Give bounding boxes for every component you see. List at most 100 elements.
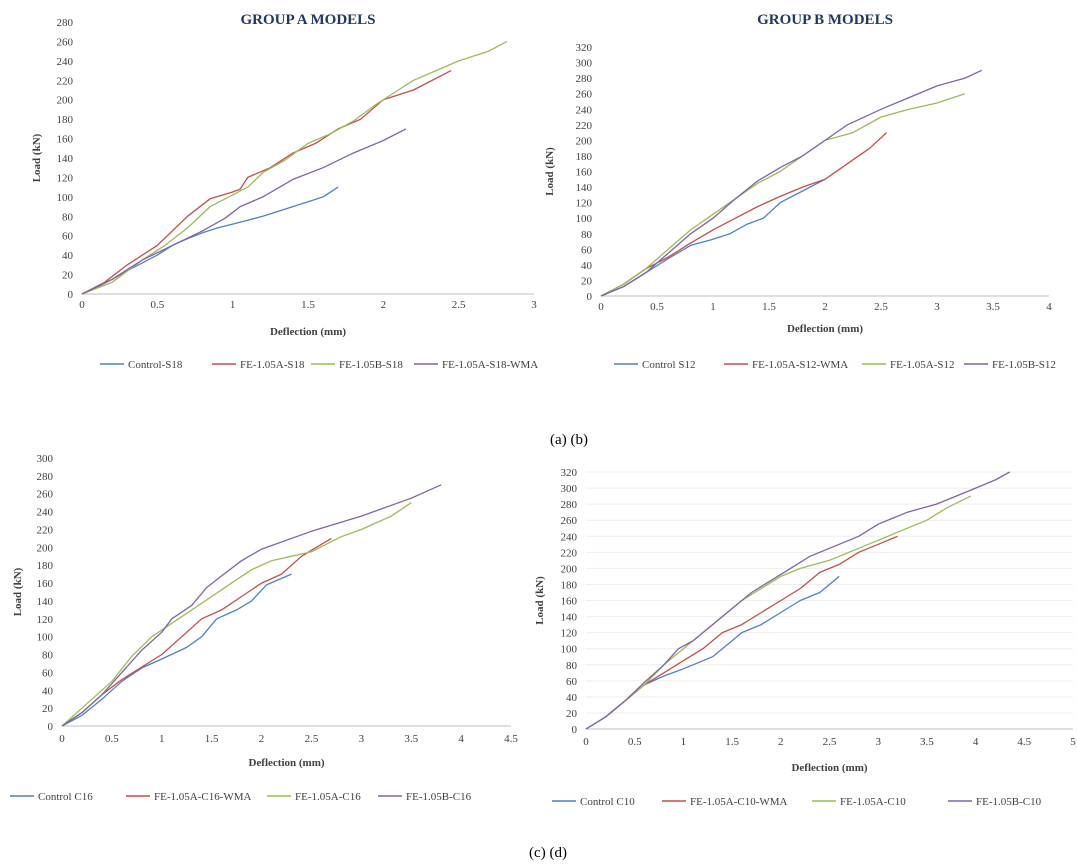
x-tick-label: 3 — [934, 301, 940, 313]
x-tick-label: 1 — [710, 301, 716, 313]
y-tick-label: 200 — [57, 95, 74, 107]
chart-group-a: GROUP A MODELS02040608010012014016018020… — [31, 12, 538, 371]
y-tick-label: 260 — [576, 89, 593, 101]
x-tick-label: 0.5 — [105, 733, 119, 745]
y-tick-label: 200 — [37, 542, 54, 554]
y-tick-label: 240 — [576, 104, 593, 116]
y-tick-label: 120 — [37, 614, 54, 626]
x-tick-label: 0 — [59, 733, 65, 745]
series-line-2 — [61, 537, 332, 727]
x-tick-label: 2 — [259, 733, 265, 745]
y-tick-label: 280 — [561, 499, 578, 511]
y-tick-label: 140 — [37, 596, 54, 608]
x-tick-label: 0.5 — [650, 301, 664, 313]
y-tick-label: 240 — [37, 507, 54, 519]
y-tick-label: 180 — [561, 579, 578, 591]
x-tick-label: 4.5 — [1017, 736, 1031, 748]
series-line-4 — [61, 484, 442, 727]
y-tick-label: 160 — [37, 578, 54, 590]
chart-title: GROUP B MODELS — [757, 12, 893, 28]
y-axis-label: Load (kN) — [12, 567, 24, 616]
y-tick-label: 320 — [561, 467, 578, 479]
y-tick-label: 0 — [572, 724, 578, 736]
x-tick-label: 2.5 — [874, 301, 888, 313]
series-line-1 — [585, 575, 840, 730]
legend-label: Control S12 — [642, 359, 695, 371]
legend-label: FE-1.05B-C10 — [976, 796, 1042, 808]
x-tick-label: 2.5 — [452, 299, 466, 311]
legend-label: FE-1.05B-S18 — [339, 359, 403, 371]
x-axis-label: Deflection (mm) — [791, 762, 867, 774]
y-tick-label: 100 — [37, 632, 54, 644]
y-tick-label: 280 — [576, 73, 593, 85]
x-tick-label: 5 — [1070, 736, 1076, 748]
chart-group-d: 0204060801001201401601802002202402602803… — [534, 467, 1076, 808]
y-tick-label: 40 — [62, 250, 74, 262]
y-tick-label: 260 — [37, 489, 54, 501]
x-tick-label: 2 — [822, 301, 828, 313]
y-tick-label: 0 — [587, 291, 593, 303]
chart-group-c: 0204060801001201401601802002202402602803… — [10, 453, 518, 803]
x-tick-label: 1.5 — [301, 299, 315, 311]
x-tick-label: 3.5 — [404, 733, 418, 745]
legend-label: Control-S18 — [128, 359, 183, 371]
x-tick-label: 1 — [681, 736, 687, 748]
x-tick-label: 3.5 — [920, 736, 934, 748]
x-tick-label: 2 — [381, 299, 387, 311]
y-tick-label: 100 — [57, 192, 74, 204]
y-tick-label: 60 — [42, 667, 54, 679]
y-tick-label: 320 — [576, 42, 593, 54]
legend-label: FE-1.05A-C10-WMA — [690, 796, 788, 808]
y-tick-label: 120 — [576, 198, 593, 210]
series-line-3 — [600, 93, 966, 297]
y-tick-label: 140 — [57, 153, 74, 165]
y-tick-label: 20 — [62, 270, 74, 282]
x-tick-label: 1.5 — [762, 301, 776, 313]
x-tick-label: 1.5 — [725, 736, 739, 748]
x-tick-label: 2.5 — [823, 736, 837, 748]
series-line-3 — [61, 502, 412, 727]
series-line-1 — [61, 573, 292, 727]
series-line-2 — [600, 132, 888, 297]
caption-ab: (a) (b) — [550, 432, 588, 448]
y-tick-label: 200 — [561, 563, 578, 575]
legend-label: FE-1.05A-S18-WMA — [442, 359, 538, 371]
y-tick-label: 80 — [62, 211, 74, 223]
y-tick-label: 160 — [57, 134, 74, 146]
legend-label: FE-1.05A-C10 — [840, 796, 906, 808]
y-tick-label: 140 — [576, 182, 593, 194]
series-line-2 — [81, 70, 452, 295]
y-tick-label: 60 — [566, 676, 578, 688]
x-axis-label: Deflection (mm) — [787, 323, 863, 335]
legend-label: FE-1.05A-S12 — [890, 359, 954, 371]
y-tick-label: 300 — [37, 453, 54, 465]
x-tick-label: 1.5 — [205, 733, 219, 745]
legend-label: FE-1.05A-C16-WMA — [154, 791, 252, 803]
x-tick-label: 4 — [458, 733, 464, 745]
caption-cd: (c) (d) — [529, 845, 567, 861]
x-tick-label: 4.5 — [504, 733, 518, 745]
y-tick-label: 60 — [62, 231, 74, 243]
y-tick-label: 100 — [576, 213, 593, 225]
chart-title: GROUP A MODELS — [240, 12, 375, 28]
series-line-4 — [600, 69, 983, 297]
x-tick-label: 2.5 — [305, 733, 319, 745]
y-tick-label: 160 — [576, 167, 593, 179]
legend-label: FE-1.05A-S12-WMA — [752, 359, 848, 371]
y-tick-label: 280 — [57, 17, 74, 29]
y-tick-label: 40 — [566, 692, 578, 704]
y-tick-label: 300 — [576, 58, 593, 70]
y-tick-label: 180 — [576, 151, 593, 163]
y-tick-label: 260 — [57, 36, 74, 48]
x-axis-label: Deflection (mm) — [270, 326, 346, 338]
legend-label: FE-1.05B-C16 — [406, 791, 472, 803]
x-tick-label: 0.5 — [150, 299, 164, 311]
y-tick-label: 80 — [566, 660, 578, 672]
x-tick-label: 1 — [159, 733, 165, 745]
chart-group-b: GROUP B MODELS02040608010012014016018020… — [544, 12, 1056, 371]
y-tick-label: 40 — [581, 260, 593, 272]
x-tick-label: 3.5 — [986, 301, 1000, 313]
y-axis-label: Load (kN) — [544, 147, 556, 196]
legend-label: Control C10 — [580, 796, 635, 808]
